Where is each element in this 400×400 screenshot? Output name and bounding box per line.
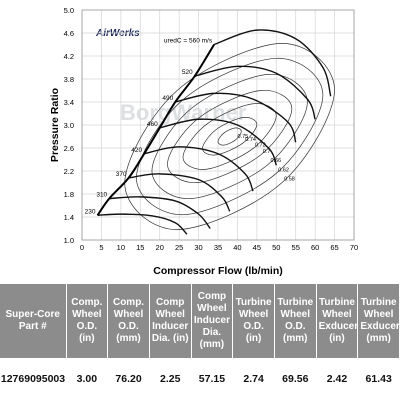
- efficiency-label: 0.62: [278, 167, 289, 173]
- x-tick-label: 50: [272, 243, 280, 252]
- speed-label: 460: [147, 121, 158, 128]
- speed-line: [109, 196, 211, 229]
- y-tick-label: 4.2: [64, 52, 74, 61]
- table-row: 12769095003 3.00 76.20 2.25 57.15 2.74 69.56 2.…: [0, 358, 400, 400]
- efficiency-island: [217, 127, 242, 146]
- table-body: 12769095003 3.00 76.20 2.25 57.15 2.74 69.56 2.…: [0, 358, 400, 400]
- speed-line: [97, 213, 188, 235]
- speed-line: [128, 173, 231, 212]
- x-tick-label: 45: [253, 243, 261, 252]
- y-axis-title: Pressure Ratio: [49, 88, 61, 162]
- map-area: 0.580.620.660.70.720.740.75: [96, 29, 335, 235]
- table-cell: 12769095003: [0, 373, 66, 385]
- x-tick-label: 40: [233, 243, 241, 252]
- header-cell: Turbine Wheel Exducer (in): [316, 284, 359, 358]
- speed-label: 230: [85, 208, 96, 215]
- header-cell: Comp Wheel Inducer Dia. (in): [149, 284, 192, 358]
- speed-line: [144, 146, 254, 192]
- efficiency-island: [136, 57, 324, 216]
- speed-label: 420: [131, 147, 142, 154]
- y-tick-label: 3.0: [64, 121, 74, 130]
- speed-label: 310: [96, 192, 107, 199]
- header-row: Super-Core Part # Comp. Wheel O.D. (in) Co…: [0, 284, 400, 358]
- x-tick-label: 25: [175, 243, 183, 252]
- surge-line: [96, 43, 215, 216]
- table-cell: 57.15: [198, 373, 226, 385]
- header-cell: Turbine Wheel O.D. (in): [232, 284, 275, 358]
- x-tick-label: 35: [214, 243, 222, 252]
- x-tick-label: 55: [292, 243, 300, 252]
- table-cell: 3.00: [76, 373, 98, 385]
- efficiency-island: [167, 90, 293, 183]
- speed-line: [175, 92, 297, 143]
- speed-line: [194, 65, 316, 120]
- logo: AirWerks: [95, 28, 140, 39]
- table-cell: 61.43: [365, 373, 392, 385]
- header-cell: Turbine Wheel O.D. (mm): [274, 284, 317, 358]
- efficiency-label: 0.58: [284, 177, 295, 183]
- efficiency-island: [182, 103, 277, 170]
- x-tick-label: 30: [194, 243, 202, 252]
- table-cell: 2.25: [160, 373, 181, 385]
- x-tick-label: 20: [156, 243, 164, 252]
- header-cell: Comp. Wheel O.D. (mm): [107, 284, 150, 358]
- speed-line: [159, 118, 277, 166]
- efficiency-label: 0.74: [245, 137, 256, 143]
- x-tick-label: 65: [330, 243, 338, 252]
- header-cell: Comp Wheel Inducer Dia. (mm): [191, 284, 234, 358]
- compressor-map: BorgWarner AirWerks Compressor Flow (lb/…: [49, 6, 358, 277]
- x-tick-label: 70: [350, 243, 358, 252]
- y-tick-label: 5.0: [64, 6, 74, 15]
- y-tick-label: 3.4: [64, 98, 74, 107]
- x-tick-label: 10: [117, 243, 125, 252]
- speed-label: 370: [116, 171, 127, 178]
- speed-line: [213, 29, 332, 97]
- x-tick-label: 15: [136, 243, 144, 252]
- efficiency-island: [151, 74, 308, 199]
- header-cell: Super-Core Part #: [0, 284, 67, 358]
- y-tick-label: 3.8: [64, 75, 74, 84]
- efficiency-island: [124, 42, 335, 231]
- y-tick-label: 1.8: [64, 190, 74, 199]
- y-tick-label: 1.4: [64, 213, 74, 222]
- y-tick-label: 2.6: [64, 144, 74, 153]
- speed-label: 490: [162, 95, 173, 102]
- x-tick-label: 60: [311, 243, 319, 252]
- table-cell: 76.20: [115, 373, 142, 385]
- efficiency-label: 0.7: [263, 149, 271, 155]
- table-cell: 2.42: [326, 373, 348, 385]
- y-tick-label: 1.0: [64, 236, 74, 245]
- x-tick-label: 5: [99, 243, 103, 252]
- spec-table: Super-Core Part # Comp. Wheel O.D. (in) Co…: [0, 284, 400, 400]
- y-tick-label: 4.6: [64, 29, 74, 38]
- table-cell: 2.74: [243, 373, 264, 385]
- header-cell: Comp. Wheel O.D. (in): [66, 284, 109, 358]
- x-axis-title: Compressor Flow (lb/min): [153, 265, 283, 277]
- efficiency-label: 0.75: [237, 134, 248, 140]
- y-tick-label: 2.2: [64, 167, 74, 176]
- speed-label: uredC = 560 m/s: [164, 38, 213, 45]
- efficiency-label: 0.72: [255, 143, 266, 149]
- plot-frame: [81, 9, 355, 241]
- x-tick-label: 0: [80, 243, 84, 252]
- speed-label: 520: [182, 69, 193, 76]
- table-cell: 69.56: [282, 373, 309, 385]
- header-cell: Turbine Wheel Exducer (mm): [357, 284, 400, 358]
